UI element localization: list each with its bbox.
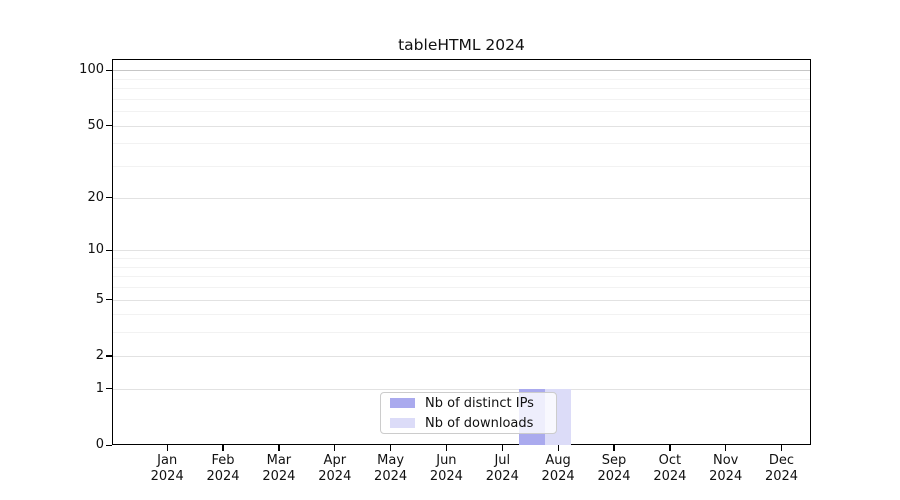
y-tick-mark-1 xyxy=(106,388,112,390)
gridline-y-30 xyxy=(113,166,810,168)
y-tick-mark-5 xyxy=(106,299,112,301)
x-tick-year: 2024 xyxy=(150,468,184,484)
y-tick-mark-10 xyxy=(106,249,112,252)
x-tick-mark-dec xyxy=(780,445,783,451)
legend-swatch-distinct-ips xyxy=(390,398,415,408)
gridline-y-50 xyxy=(113,125,810,127)
gridline-y-40 xyxy=(113,143,810,145)
x-tick-mark-may xyxy=(390,445,392,451)
y-tick-label-50: 50 xyxy=(87,117,104,133)
gridline-y-4 xyxy=(113,314,810,316)
x-tick-year: 2024 xyxy=(485,468,519,484)
y-tick-mark-20 xyxy=(106,197,112,199)
x-tick-mark-sep xyxy=(613,445,615,451)
gridline-y-70 xyxy=(113,98,810,100)
y-tick-mark-2 xyxy=(106,355,112,357)
x-tick-year: 2024 xyxy=(541,468,575,484)
x-tick-month: Sep xyxy=(601,453,627,468)
x-tick-label-feb: Feb 2024 xyxy=(193,453,253,484)
legend-row-downloads: Nb of downloads xyxy=(390,415,556,432)
x-tick-label-jun: Jun 2024 xyxy=(416,453,476,484)
y-tick-label-10: 10 xyxy=(87,242,104,258)
x-tick-mark-apr xyxy=(334,445,336,451)
x-tick-year: 2024 xyxy=(597,468,631,484)
y-tick-mark-50 xyxy=(106,125,112,127)
x-tick-mark-mar xyxy=(278,445,280,451)
gridline-y-3 xyxy=(113,332,810,334)
gridline-y-20 xyxy=(113,197,810,199)
x-tick-label-apr: Apr 2024 xyxy=(305,453,365,484)
x-tick-year: 2024 xyxy=(653,468,687,484)
x-tick-label-jan: Jan 2024 xyxy=(137,453,197,484)
x-tick-month: Jan xyxy=(157,453,178,468)
x-tick-year: 2024 xyxy=(262,468,296,484)
y-tick-label-0: 0 xyxy=(95,437,104,452)
y-tick-mark-0 xyxy=(106,444,112,446)
x-tick-mark-jan xyxy=(166,445,168,451)
x-tick-mark-jul xyxy=(501,445,503,451)
y-tick-label-20: 20 xyxy=(87,189,104,205)
x-tick-year: 2024 xyxy=(709,468,743,484)
gridline-y-8 xyxy=(113,266,810,268)
x-tick-mark-feb xyxy=(222,445,224,451)
x-tick-year: 2024 xyxy=(374,468,408,484)
y-tick-label-2: 2 xyxy=(95,347,104,363)
x-tick-year: 2024 xyxy=(318,468,352,484)
x-tick-month: Mar xyxy=(266,453,292,468)
gridline-y-7 xyxy=(113,276,810,278)
gridline-y-5 xyxy=(113,299,810,301)
legend-swatch-downloads xyxy=(390,418,415,428)
legend-label-distinct-ips: Nb of distinct IPs xyxy=(425,395,534,411)
chart-legend: Nb of distinct IPs Nb of downloads xyxy=(380,392,557,434)
x-tick-month: Feb xyxy=(211,453,235,468)
chart-title: tableHTML 2024 xyxy=(398,36,525,54)
y-tick-label-1: 1 xyxy=(95,380,104,396)
y-tick-mark-100 xyxy=(106,69,112,71)
plot-border xyxy=(112,59,811,445)
x-tick-mark-oct xyxy=(669,445,671,451)
gridline-y-60 xyxy=(113,111,810,113)
gridline-y-10 xyxy=(113,250,810,252)
x-tick-month: Oct xyxy=(658,453,682,468)
x-tick-month: Nov xyxy=(713,453,739,468)
x-tick-year: 2024 xyxy=(764,468,799,484)
x-tick-mark-aug xyxy=(557,445,559,451)
gridline-y-100 xyxy=(113,70,810,72)
x-tick-month: May xyxy=(377,453,405,468)
x-tick-label-may: May 2024 xyxy=(361,453,421,484)
x-tick-month: Aug xyxy=(545,453,571,468)
legend-row-distinct-ips: Nb of distinct IPs xyxy=(390,395,556,412)
gridline-y-80 xyxy=(113,88,810,90)
x-tick-label-mar: Mar 2024 xyxy=(249,453,309,484)
y-tick-label-5: 5 xyxy=(95,291,104,307)
x-tick-label-sep: Sep 2024 xyxy=(584,453,644,484)
x-tick-month: Jul xyxy=(494,453,511,468)
x-tick-label-jul: Jul 2024 xyxy=(472,453,532,484)
gridline-y-90 xyxy=(113,78,810,80)
gridline-y-1 xyxy=(113,388,810,390)
x-tick-month: Dec xyxy=(768,453,795,468)
x-tick-mark-nov xyxy=(725,445,727,451)
x-tick-year: 2024 xyxy=(429,468,463,484)
x-tick-mark-jun xyxy=(445,445,448,451)
x-tick-month: Jun xyxy=(436,453,457,468)
gridline-y-9 xyxy=(113,258,810,259)
gridline-y-2 xyxy=(113,355,810,357)
gridline-y-6 xyxy=(113,287,810,288)
x-tick-label-oct: Oct 2024 xyxy=(640,453,700,484)
y-tick-label-100: 100 xyxy=(79,62,104,78)
legend-label-downloads: Nb of downloads xyxy=(425,415,534,431)
x-tick-label-dec: Dec 2024 xyxy=(752,453,812,484)
x-tick-label-aug: Aug 2024 xyxy=(528,453,588,484)
x-tick-label-nov: Nov 2024 xyxy=(696,453,756,484)
x-tick-month: Apr xyxy=(323,453,347,468)
x-tick-year: 2024 xyxy=(206,468,240,484)
